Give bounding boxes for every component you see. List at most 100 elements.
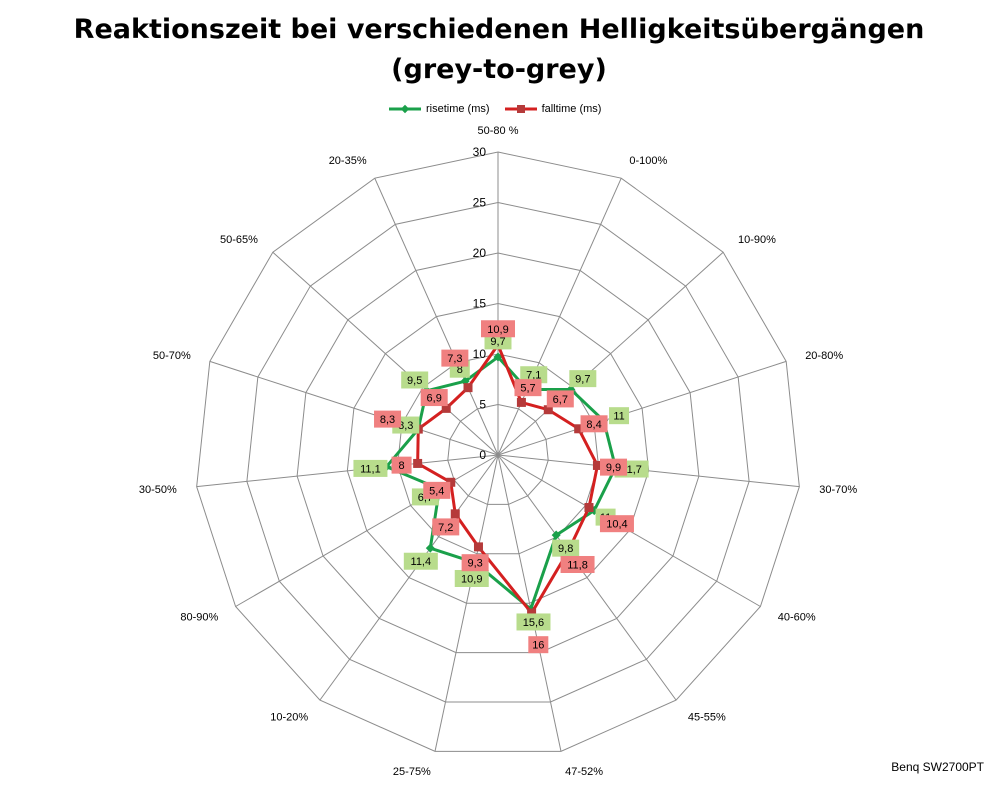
grid-spoke [319,454,499,701]
marker-falltime [413,458,423,468]
marker-falltime [441,403,451,413]
grid-spoke [434,454,499,752]
watermark: Benq SW2700PT [891,760,984,774]
marker-falltime [446,477,456,487]
svg-text:9,3: 9,3 [467,558,482,570]
marker-falltime [574,424,584,434]
svg-text:5,7: 5,7 [520,383,535,395]
grid-spoke [497,251,724,456]
svg-text:11,4: 11,4 [411,556,432,568]
svg-text:9,9: 9,9 [606,462,621,474]
data-label-risetime: 11,4 [403,552,438,570]
category-label: 45-55% [688,711,726,723]
category-label: 50-70% [153,350,191,362]
radar-grid [196,151,800,752]
marker-falltime [584,503,594,513]
category-label: 80-90% [180,612,218,624]
category-labels: 50-80 % 0-100% 10-90% 20-80% 30-70% 40-60% 45-… [139,125,858,778]
grid-spoke [497,360,787,456]
svg-text:7,2: 7,2 [438,522,453,534]
data-label-risetime: 10,9 [454,569,489,587]
chart-title: Reaktionszeit bei verschiedenen Helligke… [0,10,998,90]
tick-label: 5 [479,398,486,412]
data-labels: 9,710,97,15,79,76,7118,411,79,91110,49,8… [353,320,649,654]
svg-text:9,5: 9,5 [407,375,422,387]
series-line-risetime [385,355,618,611]
marker-risetime [551,530,561,540]
svg-text:9,8: 9,8 [558,543,573,555]
data-label-risetime: 7,1 [520,366,548,384]
data-label-falltime: 8 [391,456,412,474]
data-label-falltime: 6,7 [546,390,574,408]
grid-ring [246,201,750,703]
data-label-falltime: 9,3 [461,554,489,572]
category-label: 10-20% [270,711,308,723]
legend-label-falltime: falltime (ms) [541,103,602,115]
svg-text:11,1: 11,1 [360,463,381,475]
category-label: 25-75% [393,766,431,778]
marker-risetime [425,543,435,553]
grid-ring [346,302,650,604]
marker-falltime [543,405,553,415]
series-line-falltime [416,343,599,615]
category-label: 10-90% [738,234,776,246]
data-label-falltime: 5,7 [514,379,542,397]
category-label: 50-80 % [478,125,519,137]
radial-tick-labels: 0 5 10 15 20 25 30 [473,145,487,462]
svg-text:8,4: 8,4 [586,419,601,431]
grid-ring [397,353,599,555]
data-label-falltime: 5,4 [423,481,451,499]
grid-ring [447,403,549,505]
chart-title-line-1: Reaktionszeit bei verschiedenen Helligke… [73,14,925,45]
marker-falltime [516,397,526,407]
svg-text:9,7: 9,7 [575,374,590,386]
marker-falltime [463,383,473,393]
svg-text:15,6: 15,6 [523,617,544,629]
svg-text:6,7: 6,7 [553,394,568,406]
data-label-risetime: 11 [609,407,630,425]
legend-item-falltime: falltime (ms) [504,103,602,115]
data-label-risetime: 9,5 [401,371,429,389]
data-label-risetime: 9,8 [552,539,580,557]
grid-ring [196,151,800,752]
data-label-falltime: 10,9 [481,320,515,338]
legend-swatch-risetime [389,104,421,114]
svg-text:7,3: 7,3 [447,353,462,365]
category-label: 20-35% [329,155,367,167]
tick-label: 30 [473,145,487,159]
svg-text:7,1: 7,1 [526,370,541,382]
grid-spoke [497,177,622,456]
category-label: 47-52% [565,766,603,778]
grid-spoke [374,177,499,456]
legend-swatch-falltime [504,105,537,113]
tick-label: 10 [473,347,487,361]
marker-falltime [527,608,537,618]
category-label: 50-65% [220,234,258,246]
marker-falltime [450,509,460,519]
tick-label: 0 [479,448,486,462]
svg-text:8,3: 8,3 [398,420,413,432]
svg-text:8: 8 [457,364,463,376]
svg-text:10,9: 10,9 [487,324,508,336]
tick-label: 15 [473,297,487,311]
svg-text:16: 16 [532,640,544,652]
data-label-falltime: 6,9 [420,389,448,407]
svg-text:11: 11 [613,411,624,423]
data-label-falltime: 11,8 [560,555,595,573]
grid-spoke [272,251,499,456]
svg-text:6,9: 6,9 [427,393,442,405]
data-label-falltime: 10,4 [599,515,634,533]
data-label-falltime: 16 [528,636,549,654]
category-label: 30-50% [139,484,177,496]
chart-title-line-2: (grey-to-grey) [391,54,607,85]
tick-label: 20 [473,246,487,260]
category-label: 20-80% [805,350,843,362]
category-label: 40-60% [778,612,816,624]
grid-spoke [497,454,800,488]
data-label-risetime: 9,7 [569,370,597,388]
svg-text:10,4: 10,4 [606,519,627,531]
svg-text:5,4: 5,4 [429,485,444,497]
data-label-falltime: 9,9 [600,458,628,476]
data-label-falltime: 8,3 [374,410,402,428]
